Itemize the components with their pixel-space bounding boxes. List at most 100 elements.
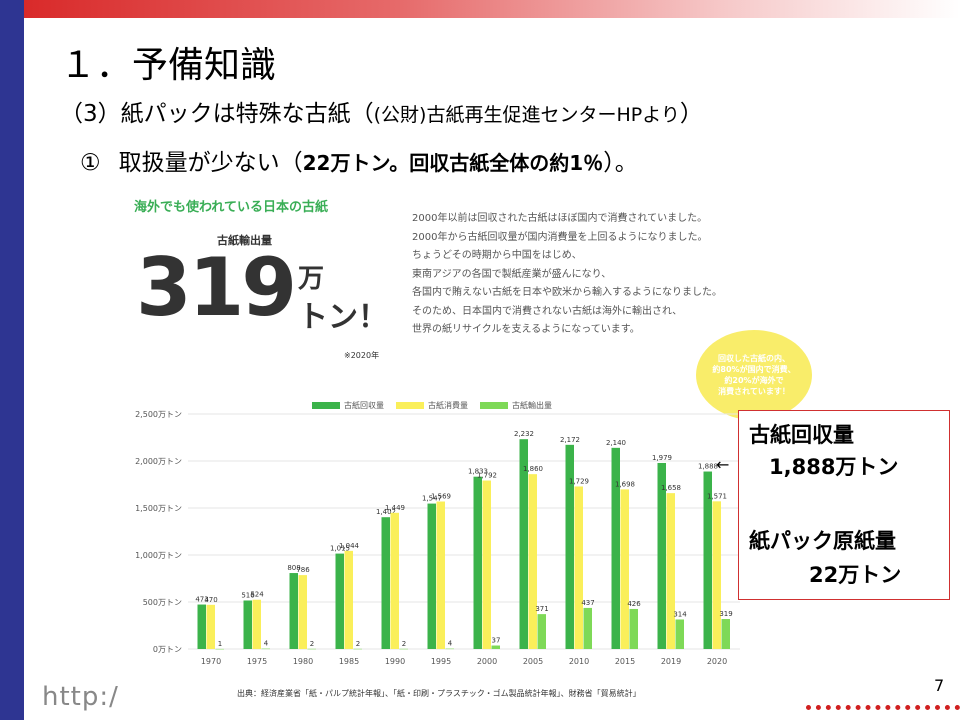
bar xyxy=(666,493,675,649)
legend-label: 古紙回収量 xyxy=(344,401,384,410)
legend-swatch xyxy=(396,402,424,409)
speech-bubble: 回収した古紙の内、 約80%が国内で消費、 約20%が海外で 消費されています！ xyxy=(696,330,812,420)
bar-value-label: 426 xyxy=(627,600,641,608)
bubble-line: 消費されています！ xyxy=(718,387,790,396)
slide-title: １．予備知識 xyxy=(60,45,277,86)
y-tick-label: 1,000万トン xyxy=(135,551,182,560)
callout-box: 古紙回収量 1,888万トン 紙パック原紙量 22万トン xyxy=(738,410,950,600)
paragraph-line: 東南アジアの各国で製紙産業が盛んになり、 xyxy=(412,268,612,280)
bar-value-label: 2,140 xyxy=(606,439,626,447)
bar-value-label: 2,232 xyxy=(514,430,534,438)
bar xyxy=(491,645,500,649)
bar xyxy=(629,608,638,649)
legend-label: 古紙消費量 xyxy=(428,401,468,410)
bar-value-label: 1,569 xyxy=(431,493,451,501)
bar-value-label: 1,658 xyxy=(661,484,681,492)
export-year-note: ※2020年 xyxy=(344,351,380,360)
x-tick-label: 2000 xyxy=(477,657,497,666)
bar-value-label: 37 xyxy=(492,637,501,645)
bar-value-label: 1,833 xyxy=(468,468,488,476)
paragraph-line: 世界の紙リサイクルを支えるようになっています。 xyxy=(412,324,640,335)
x-tick-label: 2005 xyxy=(523,657,543,666)
bar-chart: 0万トン 500万トン 1,000万トン 1,500万トン 2,000万トン 2,500万… xyxy=(135,410,740,666)
bar-value-label: 1,044 xyxy=(339,542,360,550)
bubble-line: 約80%が国内で消費、 xyxy=(712,365,796,374)
bar-value-label: 786 xyxy=(296,566,310,574)
subtitle-end: ） xyxy=(679,101,703,127)
bar-value-label: 437 xyxy=(581,599,594,607)
y-tick-label: 2,500万トン xyxy=(135,410,182,419)
source-note: 出典：経済産業省「紙・パルプ統計年報」、「紙・印刷・プラスチック・ゴム製品統計年… xyxy=(237,689,641,698)
callout-carton-value: 22万トン xyxy=(809,563,902,587)
export-unit-ton: トン！ xyxy=(298,300,388,335)
bar xyxy=(675,619,684,649)
bar-value-label: 808 xyxy=(287,564,300,572)
bar-value-label: 4 xyxy=(448,640,453,648)
bar-value-label: 4 xyxy=(264,640,269,648)
export-amount-label: 古紙輸出量 xyxy=(217,234,272,247)
infographic-paragraph: 2000年以前は回収された古紙はほぼ国内で消費されていました。 2000年から古… xyxy=(412,210,772,340)
bar xyxy=(473,476,482,649)
x-tick-label: 2015 xyxy=(615,657,635,666)
paragraph-line: そのため、日本国内で消費されない古紙は海外に輸出され、 xyxy=(412,305,683,317)
subtitle-source: (公財)古紙再生促進センターHPより xyxy=(373,104,680,126)
bar-value-label: 1,015 xyxy=(330,545,350,553)
export-big-number: 319 xyxy=(136,241,297,334)
bar xyxy=(620,489,629,649)
bar xyxy=(482,480,491,649)
bar xyxy=(298,575,307,649)
bar xyxy=(703,471,712,649)
paragraph-line: 2000年以前は回収された古紙はほぼ国内で消費されていました。 xyxy=(412,213,708,224)
callout-carton-label: 紙パック原紙量 xyxy=(749,529,896,553)
bar-value-label: 516 xyxy=(241,591,255,599)
x-tick-label: 2010 xyxy=(569,657,589,666)
bar-value-label: 1,571 xyxy=(707,492,727,500)
bar-value-label: 1,888 xyxy=(698,463,718,471)
x-tick-label: 1975 xyxy=(247,657,267,666)
bar xyxy=(611,447,620,649)
bar-value-label: 1 xyxy=(218,640,222,648)
bar xyxy=(215,648,224,650)
legend-swatch xyxy=(312,402,340,409)
y-tick-label: 2,000万トン xyxy=(135,457,182,466)
callout-recovered-label: 古紙回収量 xyxy=(749,423,854,447)
url-fragment: http:/ xyxy=(42,682,119,712)
bar-value-label: 1,979 xyxy=(652,454,672,462)
bar xyxy=(537,614,546,649)
point-item: ① 取扱量が少ない（22万トン。回収古紙全体の約1％）。 xyxy=(80,143,638,177)
bar xyxy=(519,439,528,649)
bar xyxy=(289,573,298,649)
legend-item-recovered: 古紙回収量 xyxy=(312,400,384,411)
export-unit-man: 万 xyxy=(298,264,325,294)
bar-value-label: 2 xyxy=(402,640,406,648)
bar xyxy=(657,462,666,649)
paragraph-line: 各国内で賄えない古紙を日本や欧米から輸入するようになりました。 xyxy=(412,287,722,298)
infographic-image: 海外でも使われている日本の古紙 古紙輸出量 319 万 トン！ ※2020年 2… xyxy=(112,180,812,702)
bar-value-label: 524 xyxy=(250,591,264,599)
bar-value-label: 2,172 xyxy=(560,436,580,444)
bar xyxy=(721,619,730,649)
legend-item-exported: 古紙輸出量 xyxy=(480,400,552,411)
bar-value-label: 1,402 xyxy=(376,508,396,516)
callout-arrow-icon: ← xyxy=(716,455,730,474)
bar xyxy=(206,604,215,649)
callout-recovered-value: 1,888万トン xyxy=(769,455,899,479)
page-number: 7 xyxy=(934,676,945,695)
bar-value-label: 1,547 xyxy=(422,495,442,503)
legend-swatch xyxy=(480,402,508,409)
x-tick-label: 1980 xyxy=(293,657,313,666)
bar xyxy=(335,553,344,649)
bar-value-label: 1,449 xyxy=(385,504,405,512)
x-tick-label: 1985 xyxy=(339,657,359,666)
infographic-heading: 海外でも使われている日本の古紙 xyxy=(134,200,328,215)
bar-value-label: 319 xyxy=(719,610,732,618)
slide-subtitle: （3）紙パックは特殊な古紙（(公財)古紙再生促進センターHPより） xyxy=(60,94,703,128)
bar xyxy=(243,600,252,649)
bar xyxy=(399,648,408,650)
legend-label: 古紙輸出量 xyxy=(512,401,552,410)
bar-value-label: 2 xyxy=(356,640,360,648)
bar xyxy=(565,444,574,649)
bar-value-label: 371 xyxy=(535,605,548,613)
bar xyxy=(197,604,206,649)
legend-item-consumed: 古紙消費量 xyxy=(396,400,468,411)
